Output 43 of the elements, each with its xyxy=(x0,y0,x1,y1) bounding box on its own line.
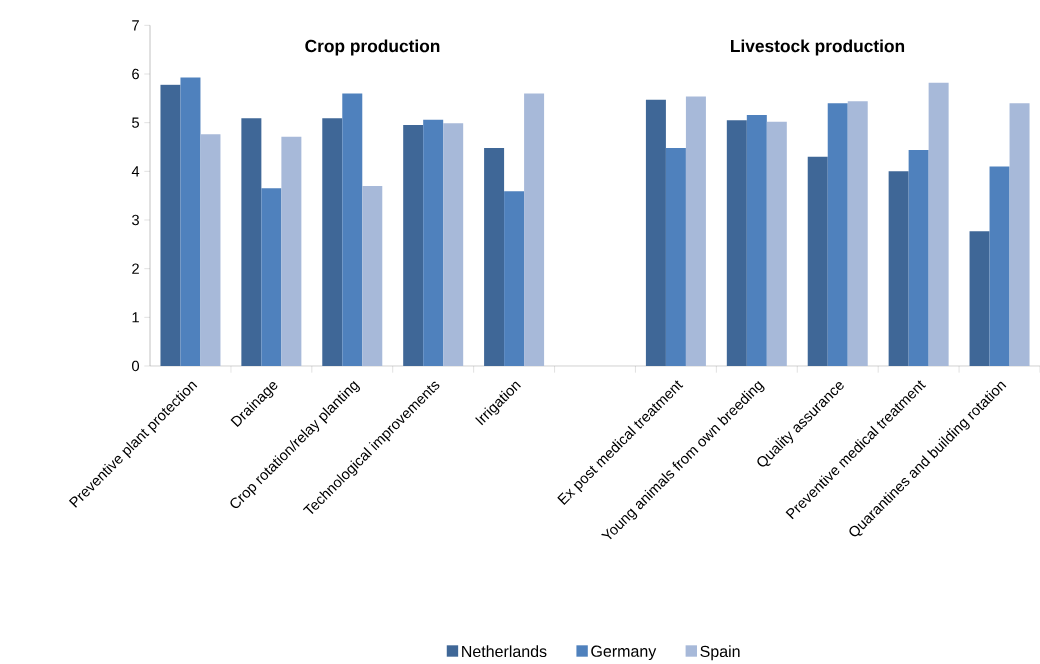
bar xyxy=(484,147,505,366)
bar xyxy=(504,191,525,366)
bar xyxy=(766,121,787,366)
bar xyxy=(847,101,868,366)
bar xyxy=(342,93,363,366)
legend-label: Spain xyxy=(700,645,740,661)
bar xyxy=(969,231,990,366)
bar xyxy=(281,136,302,366)
bar xyxy=(403,125,424,366)
bar xyxy=(322,118,343,366)
bar xyxy=(200,134,221,366)
bar xyxy=(726,120,747,366)
bar xyxy=(261,188,282,366)
bar xyxy=(989,166,1010,366)
annotation: Livestock production xyxy=(731,39,905,56)
bar xyxy=(746,114,767,366)
legend-label: Germany xyxy=(591,645,657,661)
bar xyxy=(685,96,706,366)
bar xyxy=(1009,103,1030,366)
bar xyxy=(180,77,201,366)
legend-label: Netherlands xyxy=(462,645,547,658)
bar xyxy=(665,147,686,366)
bar xyxy=(524,93,545,366)
y-tick-label: 4 xyxy=(131,166,140,177)
y-tick-label: 6 xyxy=(132,68,139,80)
bar xyxy=(160,84,181,366)
y-tick-label: 0 xyxy=(132,360,140,372)
bar xyxy=(645,99,666,366)
y-tick-label: 5 xyxy=(132,117,139,128)
bar xyxy=(241,118,262,366)
annotation: Crop production xyxy=(305,39,440,56)
bar xyxy=(423,119,444,366)
y-tick-label: 1 xyxy=(132,312,139,323)
bar xyxy=(807,156,828,366)
bar xyxy=(908,149,929,366)
bar xyxy=(443,123,464,366)
y-tick-label: 7 xyxy=(132,20,139,31)
y-tick-label: 3 xyxy=(132,214,139,226)
y-tick-label: 2 xyxy=(132,263,139,274)
bar xyxy=(827,103,848,366)
bar xyxy=(928,82,949,366)
bar xyxy=(888,171,909,366)
bar xyxy=(362,185,383,366)
